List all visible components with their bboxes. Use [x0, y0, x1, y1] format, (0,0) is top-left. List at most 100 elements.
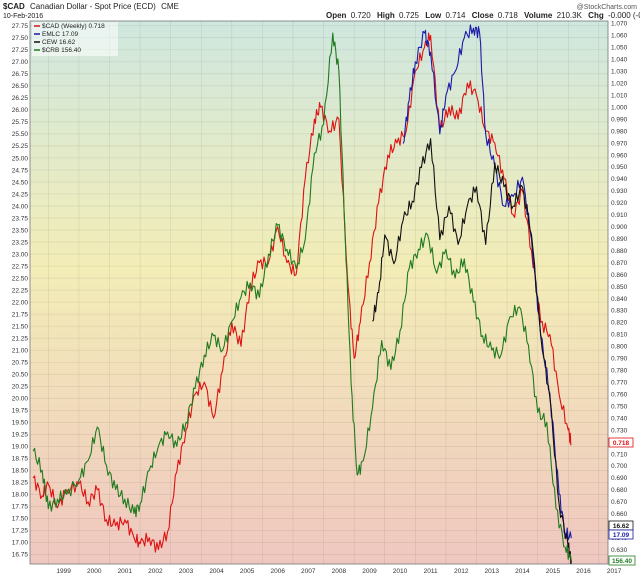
right-tick-label: 1.000 — [611, 104, 628, 111]
tag-emlc-box — [608, 529, 634, 540]
left-tick-label: 19.00 — [12, 444, 29, 451]
low-value: 0.714 — [445, 11, 466, 20]
high-label: High — [377, 11, 395, 20]
left-tick-label: 18.25 — [12, 480, 29, 487]
right-tick-label: 0.800 — [611, 344, 628, 351]
left-tick-label: 23.25 — [12, 239, 29, 246]
x-tick-label: 2012 — [454, 568, 469, 575]
chart-date: 10-Feb-2016 — [3, 13, 43, 20]
tag-crb-box — [608, 555, 636, 566]
right-tick-label: 0.710 — [611, 451, 628, 458]
close-value: 0.718 — [498, 11, 519, 20]
x-tick-label: 2014 — [515, 568, 530, 575]
legend-cew: CEW 16.62 — [42, 39, 76, 46]
right-tick-label: 0.900 — [611, 224, 628, 231]
x-axis: 1999 2000 2001 2002 2003 2004 2005 2006 2007 2008… — [56, 568, 621, 575]
right-tick-label: 0.660 — [611, 511, 628, 518]
left-tick-label: 25.00 — [12, 155, 29, 162]
right-tick-label: 1.050 — [611, 45, 628, 52]
svg-text:$CAD Canadian Dollar - S: $CAD Canadian Dollar - Spot Price (ECD) … — [3, 2, 179, 11]
left-tick-label: 18.75 — [12, 456, 29, 463]
left-tick-label: 22.25 — [12, 287, 29, 294]
x-tick-label: 2010 — [393, 568, 408, 575]
left-tick-label: 17.50 — [12, 516, 29, 523]
left-tick-label: 21.75 — [12, 311, 29, 318]
legend-cad: $CAD (Weekly) 0.718 — [42, 23, 105, 30]
tag-emlc: 17.09 — [613, 532, 630, 539]
left-tick-label: 23.75 — [12, 215, 29, 222]
x-tick-label: 2016 — [576, 568, 591, 575]
open-value: 0.720 — [351, 11, 372, 20]
series-line-0 — [32, 32, 572, 553]
x-tick-label: 2001 — [118, 568, 133, 575]
volume-value: 210.3K — [557, 11, 583, 20]
close-label: Close — [472, 11, 494, 20]
legend-crb: $CRB 156.40 — [42, 47, 81, 54]
left-tick-label: 24.25 — [12, 191, 29, 198]
left-tick-label: 20.00 — [12, 396, 29, 403]
x-tick-label: 2000 — [87, 568, 102, 575]
chg-label: Chg — [588, 11, 604, 20]
x-tick-label: 2013 — [485, 568, 500, 575]
left-tick-label: 26.00 — [12, 107, 29, 114]
left-tick-label: 16.75 — [12, 552, 29, 559]
right-tick-label: 1.070 — [611, 21, 628, 28]
chart-header: $CAD Canadian Dollar - Spot Price (ECD) … — [3, 2, 640, 20]
left-tick-label: 24.75 — [12, 167, 29, 174]
legend: $CAD (Weekly) 0.718 EMLC 17.09 CEW 16.62… — [32, 22, 118, 56]
right-tick-label: 0.780 — [611, 368, 628, 375]
open-label: Open — [326, 11, 347, 20]
left-tick-label: 27.75 — [12, 23, 29, 30]
left-tick-label: 26.75 — [12, 71, 29, 78]
left-tick-label: 23.00 — [12, 251, 29, 258]
svg-text:Open 0.720 High: Open 0.720 High 0.725 Low 0.714 Close 0.… — [326, 11, 640, 20]
right-axis: 1.070 1.060 1.050 1.040 1.030 1.020 1.010 1.000… — [611, 21, 628, 566]
left-tick-label: 25.50 — [12, 131, 29, 138]
right-tick-label: 0.880 — [611, 248, 628, 255]
right-tick-label: 1.040 — [611, 57, 628, 64]
right-tick-label: 0.680 — [611, 487, 628, 494]
x-tick-label: 2015 — [546, 568, 561, 575]
right-tick-label: 0.910 — [611, 212, 628, 219]
stockcharts-watermark: @StockCharts.com — [577, 4, 638, 11]
series-layer — [32, 24, 572, 564]
legend-emlc: EMLC 17.09 — [42, 31, 79, 38]
left-tick-label: 27.50 — [12, 35, 29, 42]
right-tick-label: 1.010 — [611, 92, 628, 99]
right-tick-label: 0.950 — [611, 164, 628, 171]
right-tick-label: 0.670 — [611, 499, 628, 506]
left-tick-label: 24.00 — [12, 203, 29, 210]
right-tick-label: 0.870 — [611, 260, 628, 267]
left-axis: 27.75 27.50 27.25 27.00 26.75 26.50 26.25 26.00… — [12, 23, 29, 559]
instrument-name: Canadian Dollar - Spot Price (ECD) — [30, 2, 156, 11]
left-tick-label: 19.75 — [12, 408, 29, 415]
left-tick-label: 26.50 — [12, 83, 29, 90]
right-tick-label: 0.790 — [611, 356, 628, 363]
left-tick-label: 24.50 — [12, 179, 29, 186]
right-tick-label: 0.990 — [611, 116, 628, 123]
left-tick-label: 21.50 — [12, 323, 29, 330]
left-tick-label: 17.00 — [12, 540, 29, 547]
right-tick-label: 0.630 — [611, 547, 628, 554]
right-tick-label: 0.850 — [611, 284, 628, 291]
x-tick-label: 2002 — [148, 568, 163, 575]
right-tick-label: 0.770 — [611, 380, 628, 387]
x-tick-label: 2003 — [179, 568, 194, 575]
right-tick-label: 0.980 — [611, 128, 628, 135]
left-tick-label: 25.75 — [12, 119, 29, 126]
chg-value: -0.000 (-0.04%) — [608, 11, 640, 20]
right-tick-label: 1.060 — [611, 33, 628, 40]
exchange-label: CME — [161, 2, 179, 11]
high-value: 0.725 — [399, 11, 420, 20]
low-label: Low — [425, 11, 442, 20]
left-tick-label: 22.75 — [12, 263, 29, 270]
right-tick-label: 0.970 — [611, 140, 628, 147]
tag-cad: 0.718 — [613, 440, 630, 447]
left-tick-label: 20.25 — [12, 384, 29, 391]
right-tick-label: 0.810 — [611, 332, 628, 339]
right-tick-label: 0.920 — [611, 200, 628, 207]
right-tick-label: 0.760 — [611, 391, 628, 398]
left-tick-label: 19.50 — [12, 420, 29, 427]
left-tick-label: 17.25 — [12, 528, 29, 535]
x-tick-label: 2008 — [332, 568, 347, 575]
